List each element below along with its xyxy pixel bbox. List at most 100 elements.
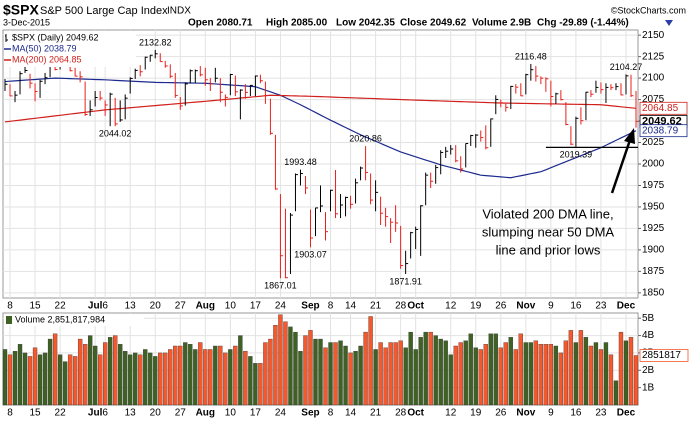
x-tick-label: Aug [196, 301, 215, 312]
volume-bar [138, 354, 143, 406]
volume-bar [458, 342, 463, 406]
volume-bar [108, 337, 113, 406]
volume-bar [92, 345, 98, 406]
volume-bar [2, 349, 8, 406]
volume-bar [143, 349, 148, 406]
volume-bar [438, 338, 443, 406]
security-name: S&P 500 Large Cap Index [40, 5, 168, 17]
volume-bar [413, 349, 418, 406]
volume-bar [253, 363, 258, 406]
x-tick-label: 28 [395, 301, 407, 312]
x-tick-label: 12 [445, 408, 457, 419]
volume-bar [628, 337, 634, 406]
volume-bar [87, 335, 93, 406]
volume-bar [37, 354, 43, 406]
volume-legend-swatch [6, 316, 12, 324]
volume-bar [483, 344, 488, 406]
last-value-label: 2851817 [642, 350, 681, 361]
volume-bar [583, 337, 589, 406]
x-tick-label: 20 [150, 301, 162, 312]
volume-bar [468, 333, 473, 406]
volume-bar [623, 340, 629, 406]
x-tick-label: 8 [328, 301, 334, 312]
volume-bar [603, 342, 609, 406]
x-tick-label: Dec [617, 301, 636, 312]
x-tick-label: 10 [225, 301, 237, 312]
x-tick-label: 24 [275, 301, 287, 312]
x-tick-label: 26 [495, 408, 507, 419]
x-tick-label: 22 [55, 301, 67, 312]
volume-bar [118, 344, 123, 406]
volume-bar [498, 347, 503, 406]
volume-bar [323, 347, 328, 406]
volume-bar [373, 349, 378, 406]
volume-bar [288, 326, 293, 406]
legend-price: $SPX (Daily) 2049.62 [12, 32, 99, 42]
volume-bar [67, 354, 73, 406]
volume-bar [453, 345, 458, 406]
x-tick-label: Sep [301, 408, 319, 419]
volume-bar [503, 342, 508, 406]
volume-bar [22, 352, 28, 406]
high-label: 2104.27 [610, 62, 643, 72]
y-tick-label: 2075 [642, 94, 665, 105]
x-tick-label: Oct [407, 301, 424, 312]
y-tick-label: 1975 [642, 180, 665, 191]
volume-bar [298, 351, 303, 406]
note-arrow-head [624, 128, 635, 144]
change: Chg -29.89 (-1.44%) [537, 18, 629, 29]
volume-bar [233, 345, 238, 406]
volume-bar [228, 349, 233, 406]
x-tick-label: 27 [175, 301, 187, 312]
symbol: $SPX [3, 2, 39, 18]
x-tick-label: 28 [395, 408, 407, 419]
volume-bar [308, 330, 313, 406]
volume-bar [77, 338, 83, 406]
note-line: line and prior lows [496, 242, 601, 257]
last-value-label: 2064.85 [642, 103, 679, 114]
volume-bar [358, 345, 363, 406]
volume-bar [523, 342, 528, 406]
volume-bar [163, 352, 168, 406]
volume-bar [62, 361, 68, 406]
volume-bar [528, 342, 533, 406]
volume-bar [533, 340, 538, 406]
volume-bar [47, 338, 53, 406]
volume-bar [238, 335, 243, 406]
x-tick-label: 16 [570, 408, 582, 419]
x-tick-label: 8 [328, 408, 334, 419]
legend-ma50: MA(50) 2038.79 [12, 43, 77, 53]
volume-bar [208, 349, 213, 406]
volume-bar [578, 330, 584, 406]
volume-bar [443, 340, 448, 406]
y-tick-label: 1900 [642, 245, 665, 256]
x-tick-label: 16 [570, 301, 582, 312]
volume-bar [423, 331, 428, 406]
volume-bar [213, 345, 218, 406]
volume-bar [17, 344, 23, 406]
high-label: 2116.48 [515, 51, 547, 61]
close: Close 2049.62 [400, 18, 467, 29]
volume-bar [82, 344, 88, 406]
volume-bar [368, 316, 373, 406]
legend-ma200: MA(200) 2064.85 [12, 54, 82, 64]
note-line: Violated 200 DMA line, [482, 206, 613, 221]
volume-bar [473, 347, 478, 406]
x-tick-label: 19 [470, 301, 482, 312]
x-tick-label: 21 [370, 408, 382, 419]
high-label: 2020.86 [349, 133, 382, 143]
volume-bar [203, 349, 208, 406]
high-label: 2132.82 [139, 37, 172, 47]
volume-bar [133, 352, 138, 406]
note-arrow [610, 139, 632, 194]
source: ©StockCharts.com [611, 5, 686, 15]
x-tick-label: Aug [196, 408, 215, 419]
volume-bar [463, 340, 468, 406]
x-tick-label: 27 [175, 408, 187, 419]
volume-bar [348, 352, 353, 406]
x-tick-label: Jul [88, 408, 103, 419]
y-tick-label: 1925 [642, 223, 665, 234]
volume-bar [403, 347, 408, 406]
